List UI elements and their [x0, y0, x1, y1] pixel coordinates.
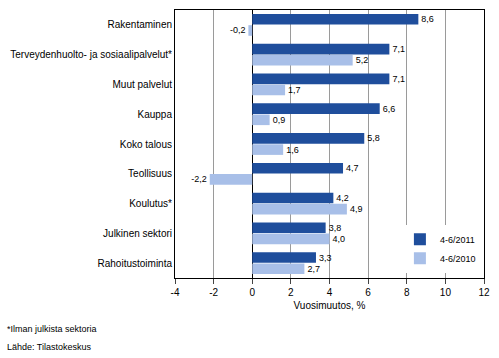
svg-text:Kauppa: Kauppa: [138, 109, 173, 120]
svg-text:4-6/2010: 4-6/2010: [440, 254, 476, 264]
svg-text:Lähde: Tilastokeskus: Lähde: Tilastokeskus: [7, 342, 92, 352]
svg-text:Rahoitustoiminta: Rahoitustoiminta: [98, 258, 173, 269]
svg-text:Koulutus*: Koulutus*: [129, 198, 172, 209]
svg-text:8,6: 8,6: [421, 14, 434, 24]
svg-text:Muut palvelut: Muut palvelut: [113, 79, 173, 90]
svg-text:Vuosimuutos, %: Vuosimuutos, %: [294, 300, 366, 311]
svg-text:0: 0: [249, 287, 255, 298]
svg-text:4,9: 4,9: [350, 204, 363, 214]
svg-text:-2,2: -2,2: [191, 174, 207, 184]
svg-text:1,7: 1,7: [288, 85, 301, 95]
svg-text:5,8: 5,8: [367, 133, 380, 143]
svg-text:6,6: 6,6: [383, 104, 396, 114]
svg-text:Julkinen sektori: Julkinen sektori: [103, 228, 172, 239]
svg-text:5,2: 5,2: [356, 55, 369, 65]
svg-text:4,2: 4,2: [336, 193, 349, 203]
svg-text:0,9: 0,9: [273, 115, 286, 125]
svg-text:Koko talous: Koko talous: [120, 139, 172, 150]
svg-text:7,1: 7,1: [392, 74, 405, 84]
svg-text:8: 8: [404, 287, 410, 298]
svg-text:-0,2: -0,2: [230, 25, 246, 35]
svg-text:2: 2: [288, 287, 294, 298]
svg-text:12: 12: [478, 287, 490, 298]
svg-text:*Ilman julkista sektoria: *Ilman julkista sektoria: [7, 324, 97, 334]
svg-text:2,7: 2,7: [307, 264, 320, 274]
svg-text:4,7: 4,7: [346, 163, 359, 173]
svg-text:Rakentaminen: Rakentaminen: [108, 19, 172, 30]
svg-text:4-6/2011: 4-6/2011: [440, 235, 475, 245]
svg-text:Terveydenhuolto- ja sosiaalipa: Terveydenhuolto- ja sosiaalipalvelut*: [10, 49, 172, 60]
svg-text:3,3: 3,3: [319, 253, 332, 263]
svg-text:4: 4: [327, 287, 333, 298]
svg-text:-2: -2: [209, 287, 218, 298]
svg-text:3,8: 3,8: [329, 223, 342, 233]
svg-text:-4: -4: [171, 287, 180, 298]
svg-text:7,1: 7,1: [392, 44, 405, 54]
svg-text:6: 6: [365, 287, 371, 298]
svg-text:4,0: 4,0: [333, 234, 346, 244]
svg-text:1,6: 1,6: [286, 145, 299, 155]
svg-text:Teollisuus: Teollisuus: [128, 168, 172, 179]
svg-text:10: 10: [440, 287, 452, 298]
